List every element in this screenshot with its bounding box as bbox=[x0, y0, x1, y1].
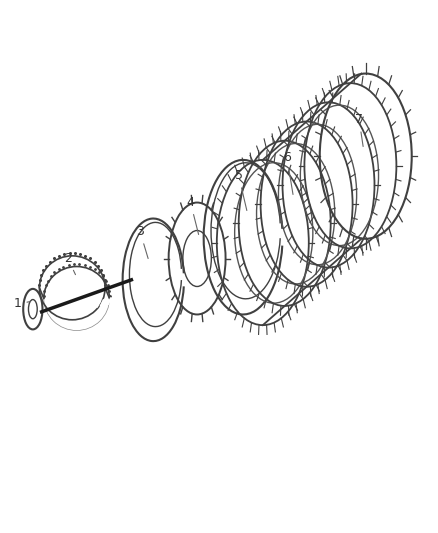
Text: 5: 5 bbox=[235, 169, 247, 211]
Text: 3: 3 bbox=[136, 225, 148, 259]
Text: 7: 7 bbox=[355, 114, 363, 147]
Text: 1: 1 bbox=[14, 297, 30, 310]
Text: 2: 2 bbox=[64, 252, 75, 274]
Text: 6: 6 bbox=[283, 151, 293, 195]
Text: 4: 4 bbox=[187, 196, 198, 235]
